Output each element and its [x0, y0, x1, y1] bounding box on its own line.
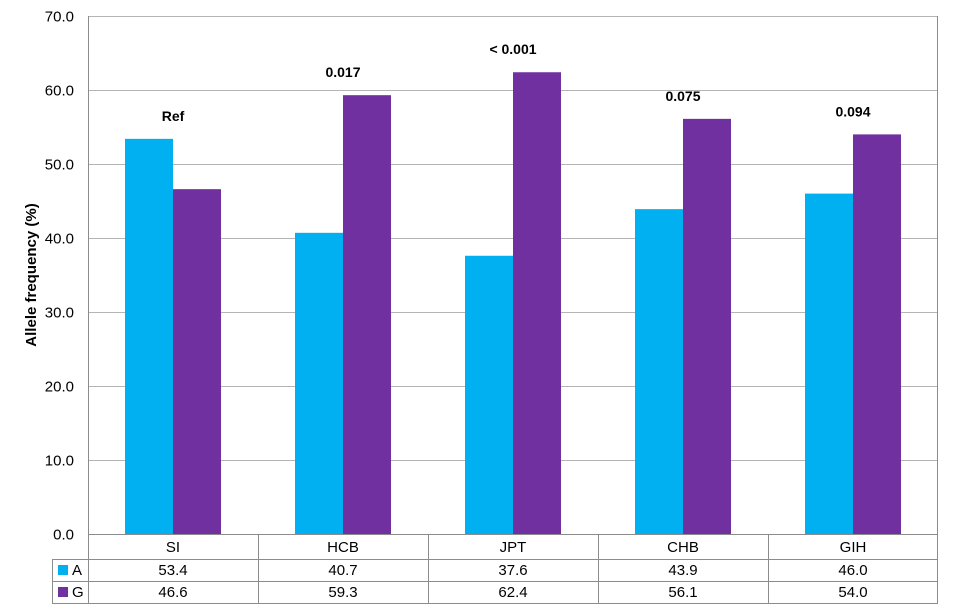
table-cell: 59.3	[328, 584, 357, 601]
bar-G-CHB	[683, 118, 731, 535]
annotation-HCB: 0.017	[325, 64, 360, 80]
bar-A-HCB	[295, 232, 343, 534]
category-label: JPT	[500, 539, 527, 556]
annotation-GIH: 0.094	[835, 103, 870, 119]
bar-G-JPT	[513, 72, 561, 535]
legend-label: G	[72, 584, 84, 601]
table-cell: 62.4	[498, 584, 527, 601]
data-table: SI HCB JPT CHB GIH A 53.4 40.7 37.6 43.9 46.0 G 46.6…	[52, 534, 938, 604]
bar-G-SI	[173, 189, 221, 534]
bar-A-CHB	[635, 209, 683, 534]
table-cell: 54.0	[838, 584, 867, 601]
bar-G-HCB	[343, 95, 391, 535]
legend-swatch-G	[58, 587, 68, 597]
table-cell: 37.6	[498, 562, 527, 579]
y-tick-label: 20.0	[45, 379, 74, 396]
bar-A-JPT	[465, 255, 513, 534]
p-value-annotations: Ref 0.017 < 0.001 0.075 0.094	[162, 41, 871, 124]
y-tick-label: 60.0	[45, 83, 74, 100]
y-axis-ticks: 0.0 10.0 20.0 30.0 40.0 50.0 60.0 70.0	[45, 9, 74, 544]
category-label: HCB	[327, 539, 359, 556]
legend-label: A	[72, 562, 82, 579]
y-axis-label: Allele frequency (%)	[23, 203, 40, 346]
y-tick-label: 40.0	[45, 231, 74, 248]
table-cell: 53.4	[158, 562, 187, 579]
table-cell: 40.7	[328, 562, 357, 579]
annotation-SI: Ref	[162, 108, 185, 124]
category-label: GIH	[840, 539, 867, 556]
y-tick-label: 70.0	[45, 9, 74, 26]
y-tick-label: 50.0	[45, 157, 74, 174]
table-cell: 43.9	[668, 562, 697, 579]
y-tick-label: 10.0	[45, 453, 74, 470]
y-tick-label: 30.0	[45, 305, 74, 322]
y-tick-label: 0.0	[53, 527, 74, 544]
table-cell: 46.6	[158, 584, 187, 601]
category-label: SI	[166, 539, 180, 556]
table-cell: 56.1	[668, 584, 697, 601]
category-label: CHB	[667, 539, 699, 556]
annotation-CHB: 0.075	[665, 88, 700, 104]
table-cell: 46.0	[838, 562, 867, 579]
legend-swatch-A	[58, 565, 68, 575]
bar-A-SI	[125, 138, 173, 534]
bars	[125, 72, 901, 535]
bar-A-GIH	[805, 193, 853, 534]
annotation-JPT: < 0.001	[489, 41, 536, 57]
bar-G-GIH	[853, 134, 901, 534]
